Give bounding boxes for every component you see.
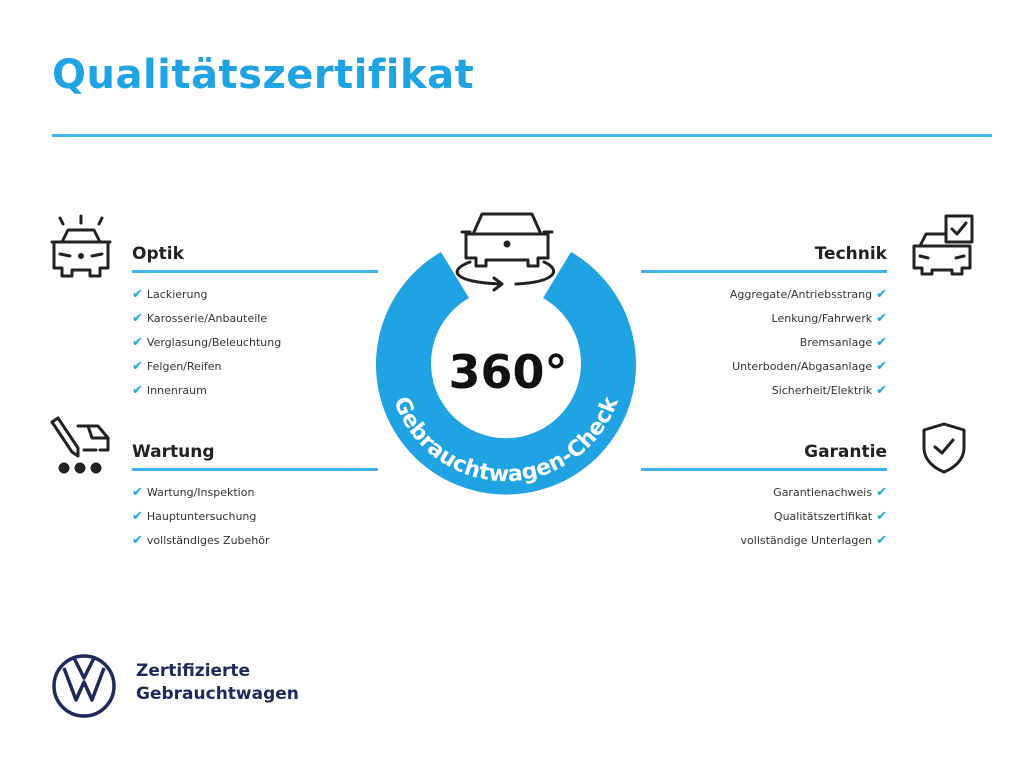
check-icon: ✔ [876, 509, 887, 524]
check-icon: ✔ [132, 335, 143, 350]
footer-brand-text: Zertifizierte Gebrauchtwagen [136, 660, 299, 706]
section-garantie: Garantie Garantienachweis ✔ Qualitätszert… [641, 442, 887, 553]
item-label: Verglasung/Beleuchtung [146, 336, 282, 349]
item-label: Karosserie/Anbauteile [146, 312, 268, 325]
check-icon: ✔ [132, 509, 143, 524]
list-item: ✔ Innenraum [132, 379, 378, 403]
check-icon: ✔ [876, 533, 887, 548]
section-optik: Optik ✔ Lackierung ✔ Karosserie/Anbauteile… [132, 244, 378, 403]
list-item: ✔ Verglasung/Beleuchtung [132, 331, 378, 355]
list-item: Qualitätszertifikat ✔ [641, 505, 887, 529]
item-label: vollständige Unterlagen [740, 534, 873, 547]
footer-line2: Gebrauchtwagen [136, 684, 299, 704]
item-label: Felgen/Reifen [146, 360, 222, 373]
item-label: Lenkung/Fahrwerk [771, 312, 873, 325]
check-icon: ✔ [876, 311, 887, 326]
check-icon: ✔ [876, 359, 887, 374]
car-lights-icon [50, 214, 112, 278]
car-service-icon [50, 416, 110, 474]
page-title: Qualitätszertifikat [52, 52, 475, 98]
list-item: ✔ Karosserie/Anbauteile [132, 307, 378, 331]
item-label: Aggregate/Antriebsstrang [729, 288, 873, 301]
item-label: Garantienachweis [773, 486, 873, 499]
section-title: Optik [132, 244, 378, 273]
item-label: Lackierung [146, 288, 208, 301]
list-item: Lenkung/Fahrwerk ✔ [641, 307, 887, 331]
car-checklist-icon [912, 214, 974, 276]
vw-logo [52, 654, 116, 718]
title-divider [52, 134, 992, 137]
item-label: Innenraum [146, 384, 207, 397]
list-item: vollständige Unterlagen ✔ [641, 529, 887, 553]
check-icon: ✔ [876, 287, 887, 302]
section-technik: Technik Aggregate/Antriebsstrang ✔ Lenkun… [641, 244, 887, 403]
section-title: Wartung [132, 442, 378, 471]
footer-line1: Zertifizierte [136, 661, 251, 681]
list-item: Sicherheit/Elektrik ✔ [641, 379, 887, 403]
item-label: Qualitätszertifikat [773, 510, 873, 523]
list-item: ✔ Wartung/Inspektion [132, 481, 378, 505]
section-title: Garantie [641, 442, 887, 471]
check-icon: ✔ [132, 533, 143, 548]
list-item: Aggregate/Antriebsstrang ✔ [641, 283, 887, 307]
check-icon: ✔ [132, 287, 143, 302]
item-label: vollständiges Zubehör [146, 534, 270, 547]
item-label: Hauptuntersuchung [146, 510, 257, 523]
car-rotate-icon [455, 212, 556, 292]
check-icon: ✔ [876, 383, 887, 398]
list-item: ✔ Felgen/Reifen [132, 355, 378, 379]
item-label: Sicherheit/Elektrik [771, 384, 873, 397]
item-label: Bremsanlage [799, 336, 873, 349]
section-wartung: Wartung ✔ Wartung/Inspektion ✔ Hauptunters… [132, 442, 378, 553]
check-icon: ✔ [876, 485, 887, 500]
list-item: Garantienachweis ✔ [641, 481, 887, 505]
check-icon: ✔ [132, 383, 143, 398]
check-icon: ✔ [132, 311, 143, 326]
ring-arc [376, 252, 637, 495]
list-item: Unterboden/Abgasanlage ✔ [641, 355, 887, 379]
list-item: ✔ vollständiges Zubehör [132, 529, 378, 553]
section-title: Technik [641, 244, 887, 273]
item-label: Wartung/Inspektion [146, 486, 255, 499]
list-item: Bremsanlage ✔ [641, 331, 887, 355]
360-label: 360° [448, 345, 567, 399]
check-icon: ✔ [132, 485, 143, 500]
check-icon: ✔ [132, 359, 143, 374]
list-item: ✔ Hauptuntersuchung [132, 505, 378, 529]
shield-check-icon [922, 422, 966, 474]
list-item: ✔ Lackierung [132, 283, 378, 307]
check-icon: ✔ [876, 335, 887, 350]
item-label: Unterboden/Abgasanlage [732, 360, 873, 373]
